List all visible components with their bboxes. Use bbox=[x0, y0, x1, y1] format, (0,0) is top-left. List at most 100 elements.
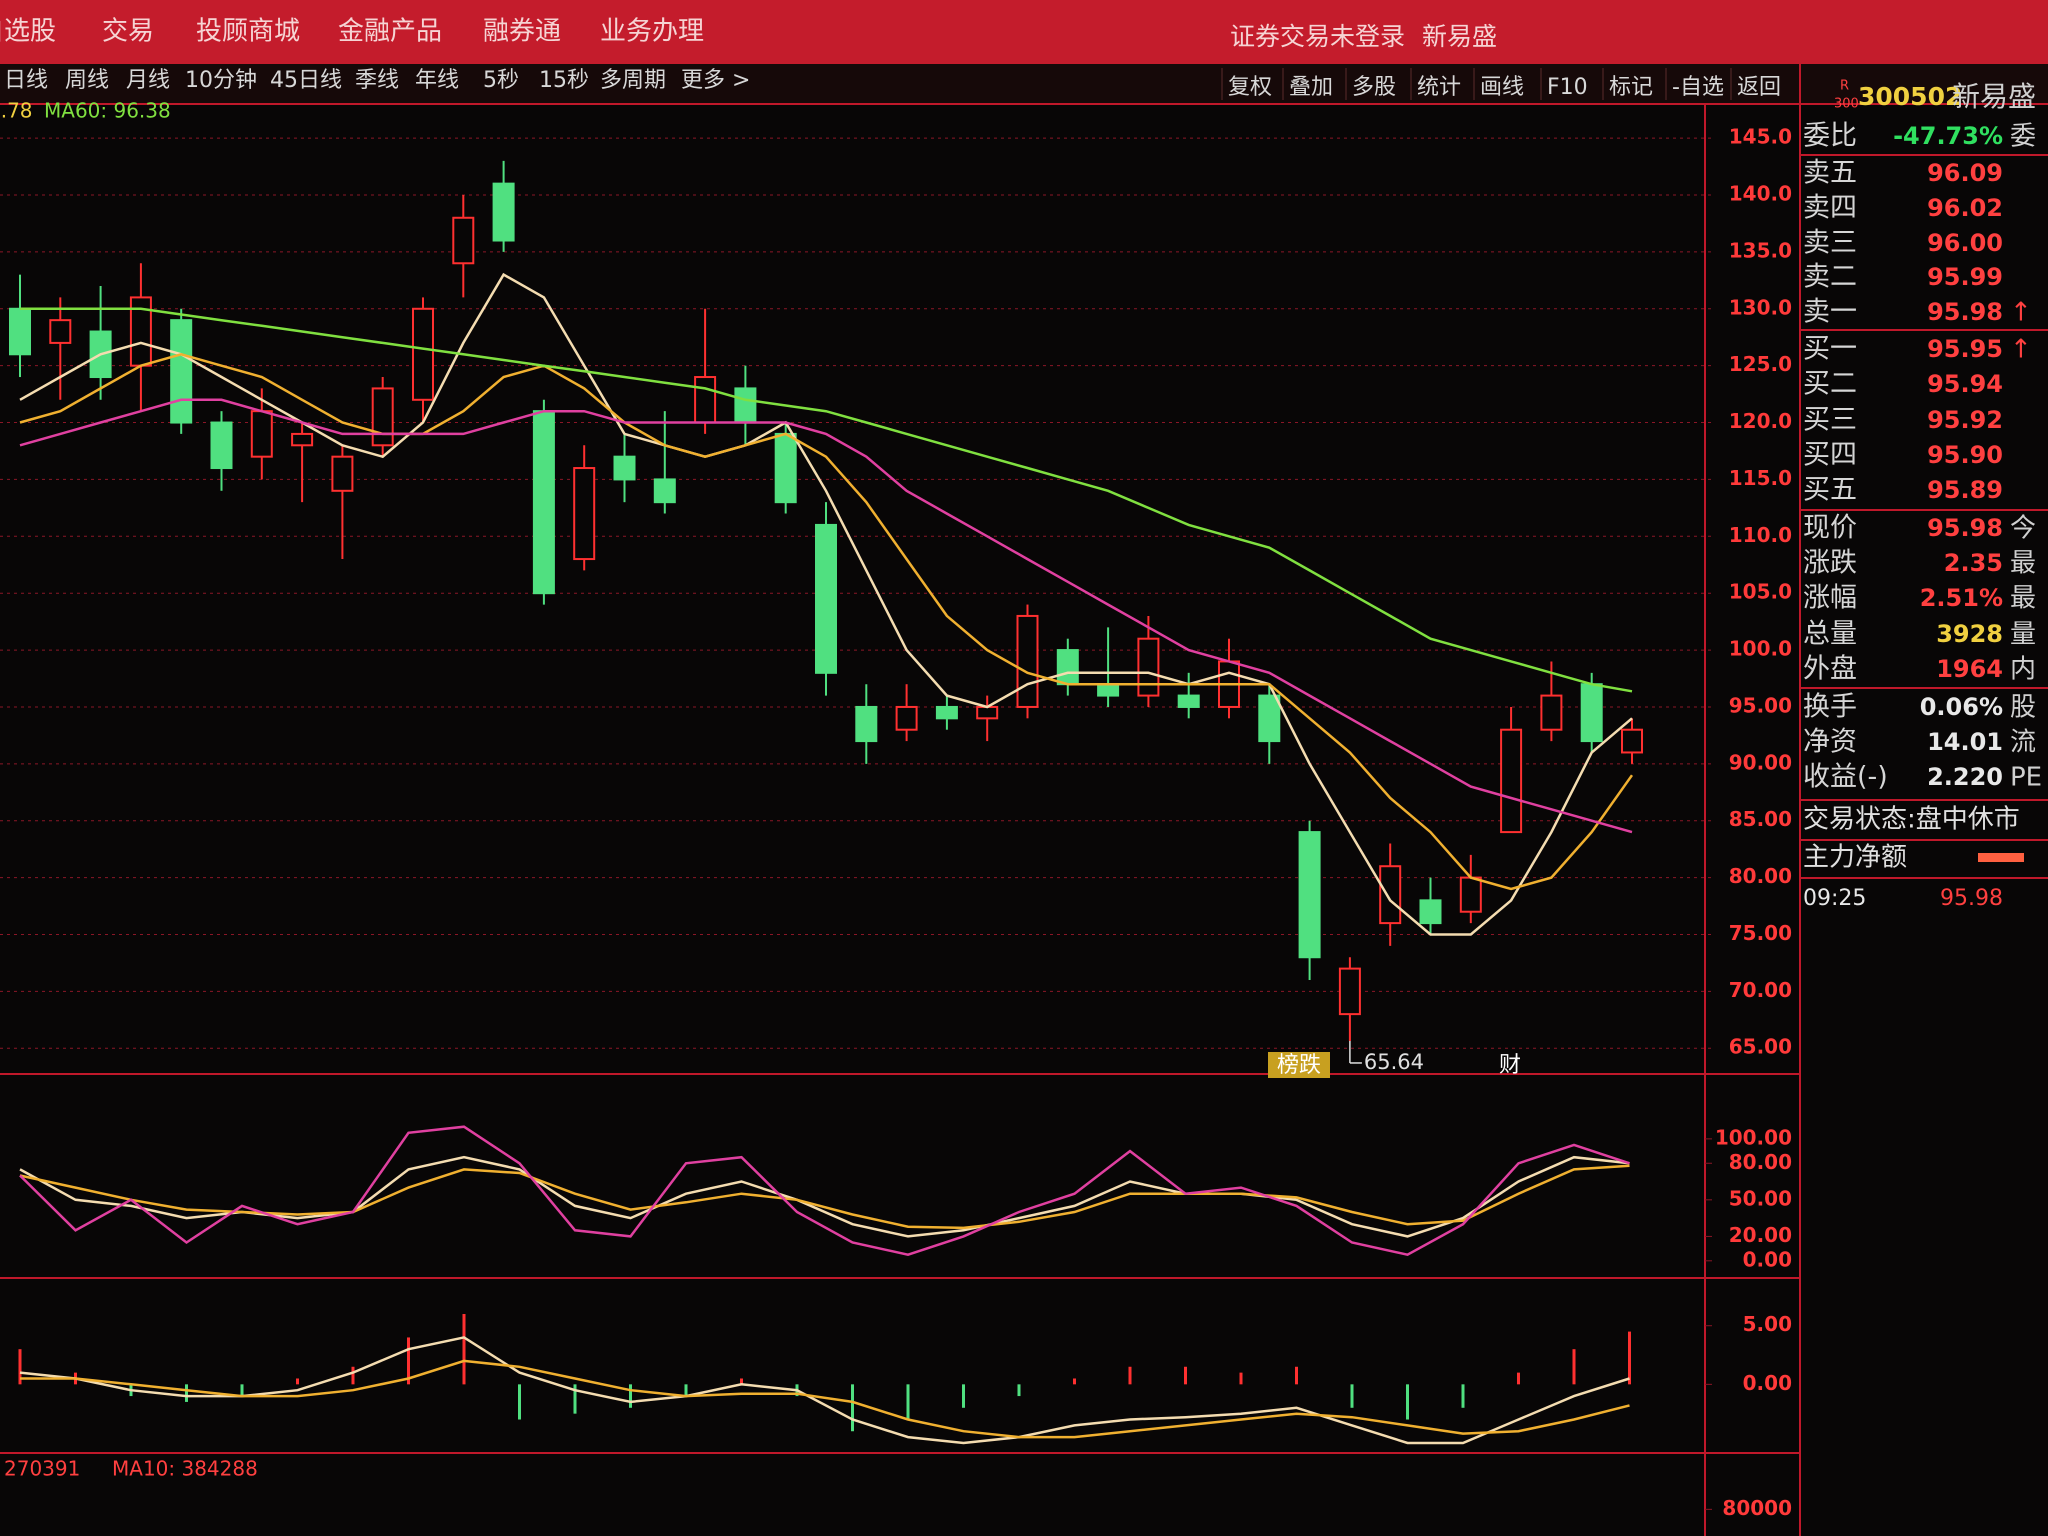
menu-item[interactable]: 业务办理 bbox=[600, 17, 704, 47]
y-tick-label: 85.00 bbox=[1729, 807, 1792, 831]
quote-value: 2.220 bbox=[1927, 763, 2003, 791]
quote-label: 买五 bbox=[1803, 475, 1857, 506]
tool-button[interactable]: 画线 bbox=[1480, 75, 1524, 100]
period-tab[interactable]: 日线 bbox=[4, 68, 48, 93]
y-tick-label: 0.00 bbox=[1743, 1371, 1792, 1395]
quote-value: 0.06% bbox=[1920, 693, 2003, 721]
tool-button[interactable]: 标记 bbox=[1609, 75, 1653, 100]
candle-body bbox=[412, 307, 434, 401]
quote-label: 卖三 bbox=[1803, 228, 1857, 259]
candle-body bbox=[170, 319, 193, 424]
candle-body bbox=[532, 410, 555, 595]
candle-body bbox=[1258, 694, 1281, 743]
candle-body bbox=[1137, 637, 1160, 697]
candle-body bbox=[573, 467, 596, 561]
candle-body bbox=[1338, 967, 1361, 1016]
y-tick-label: 70.00 bbox=[1729, 978, 1792, 1002]
quote-value: 95.98 bbox=[1927, 514, 2003, 542]
y-tick-label: 5.00 bbox=[1743, 1312, 1792, 1336]
candle-body bbox=[1500, 728, 1523, 834]
candle-body bbox=[1459, 876, 1482, 913]
quote-value: 95.92 bbox=[1927, 406, 2003, 434]
quote-label: 净资 bbox=[1803, 727, 1857, 758]
quote-tail: ↑ bbox=[2010, 298, 2032, 328]
quote-tail: 流 bbox=[2010, 728, 2036, 758]
tool-button[interactable]: 复权 bbox=[1228, 75, 1272, 100]
candle-body bbox=[331, 455, 354, 492]
badge: R bbox=[1840, 79, 1849, 94]
y-tick-label: 120.0 bbox=[1729, 409, 1792, 433]
tool-button[interactable]: 多股 bbox=[1352, 75, 1396, 100]
quote-label: 委比 bbox=[1803, 121, 1857, 152]
quote-value: 95.90 bbox=[1927, 441, 2003, 469]
menu-item[interactable]: 融券通 bbox=[483, 17, 561, 47]
indicator-line bbox=[19, 272, 1633, 936]
y-tick-label: 100.0 bbox=[1729, 637, 1792, 661]
quote-tail: 今 bbox=[2010, 514, 2036, 544]
tool-button[interactable]: 统计 bbox=[1417, 75, 1461, 100]
quote-tail: 委 bbox=[2010, 122, 2036, 152]
period-tab[interactable]: 季线 bbox=[355, 68, 399, 93]
y-tick-label: 110.0 bbox=[1729, 523, 1792, 547]
menu-item[interactable]: 投顾商城 bbox=[196, 17, 300, 47]
candle-body bbox=[935, 705, 958, 720]
candle-body bbox=[1056, 649, 1079, 686]
quote-value: 95.98 bbox=[1927, 298, 2003, 326]
period-tab[interactable]: 10分钟 bbox=[185, 68, 257, 93]
tool-button[interactable]: 返回 bbox=[1737, 75, 1781, 100]
quote-label: 涨跌 bbox=[1803, 548, 1857, 579]
quote-label: 卖一 bbox=[1803, 297, 1857, 328]
indicator-line bbox=[19, 353, 1634, 891]
quote-value: 96.09 bbox=[1927, 159, 2003, 187]
quote-label: 收益(-) bbox=[1803, 762, 1888, 793]
candle-body bbox=[895, 705, 918, 731]
candle-body bbox=[250, 410, 273, 458]
menu-item[interactable]: 金融产品 bbox=[338, 17, 442, 47]
event-label: 财 bbox=[1499, 1053, 1521, 1078]
y-tick-label: 100.00 bbox=[1715, 1125, 1792, 1149]
candle-body bbox=[1379, 865, 1402, 925]
indicator-line bbox=[19, 1155, 1630, 1238]
candle-body bbox=[774, 432, 797, 504]
quote-value: 95.89 bbox=[1927, 476, 2003, 504]
indicator-line bbox=[19, 398, 1633, 834]
quote-label: 买一 bbox=[1803, 334, 1857, 365]
stock-code: 300502 bbox=[1858, 82, 1962, 111]
candle-body bbox=[694, 376, 717, 424]
candle-body bbox=[9, 307, 31, 356]
toolbar bbox=[0, 64, 2048, 104]
y-tick-label: 80.00 bbox=[1729, 1150, 1792, 1174]
quote-value: -47.73% bbox=[1893, 122, 2003, 150]
menu-item[interactable]: 交易 bbox=[102, 17, 154, 47]
y-tick-label: 115.0 bbox=[1729, 466, 1792, 490]
candle-body bbox=[1580, 683, 1603, 743]
quote-value: 3928 bbox=[1936, 620, 2003, 648]
quote-value: 2.35 bbox=[1944, 549, 2003, 577]
menu-item[interactable]: 自选股 bbox=[0, 17, 56, 47]
event-badge bbox=[1268, 1052, 1330, 1078]
tool-button[interactable]: F10 bbox=[1547, 75, 1588, 100]
candle-body bbox=[452, 216, 475, 265]
period-tab[interactable]: 5秒 bbox=[483, 68, 519, 93]
quote-value: 95.94 bbox=[1927, 370, 2003, 398]
quote-tail: PE bbox=[2010, 763, 2042, 793]
quote-label: 卖二 bbox=[1803, 262, 1857, 293]
tool-button[interactable]: 叠加 bbox=[1289, 75, 1333, 100]
legend-item: MA60: 96.38 bbox=[44, 99, 171, 123]
quote-tail: 股 bbox=[2010, 693, 2036, 723]
period-tab[interactable]: 多周期 bbox=[600, 68, 666, 93]
candle-body bbox=[1177, 694, 1200, 708]
candle-body bbox=[49, 319, 72, 344]
login-status[interactable]: 证券交易未登录 bbox=[1230, 22, 1405, 51]
candle-body bbox=[815, 523, 837, 674]
trade-status: 交易状态:盘中休市 bbox=[1803, 805, 2020, 835]
period-tab[interactable]: 15秒 bbox=[539, 68, 589, 93]
legend-item: 270391 bbox=[4, 1457, 80, 1481]
period-tab[interactable]: 更多 > bbox=[681, 68, 750, 93]
period-tab[interactable]: 周线 bbox=[65, 68, 109, 93]
period-tab[interactable]: 年线 bbox=[415, 68, 459, 93]
y-tick-label: 95.00 bbox=[1729, 693, 1792, 717]
period-tab[interactable]: 月线 bbox=[126, 68, 170, 93]
tool-button[interactable]: -自选 bbox=[1672, 75, 1724, 100]
period-tab[interactable]: 45日线 bbox=[270, 68, 342, 93]
